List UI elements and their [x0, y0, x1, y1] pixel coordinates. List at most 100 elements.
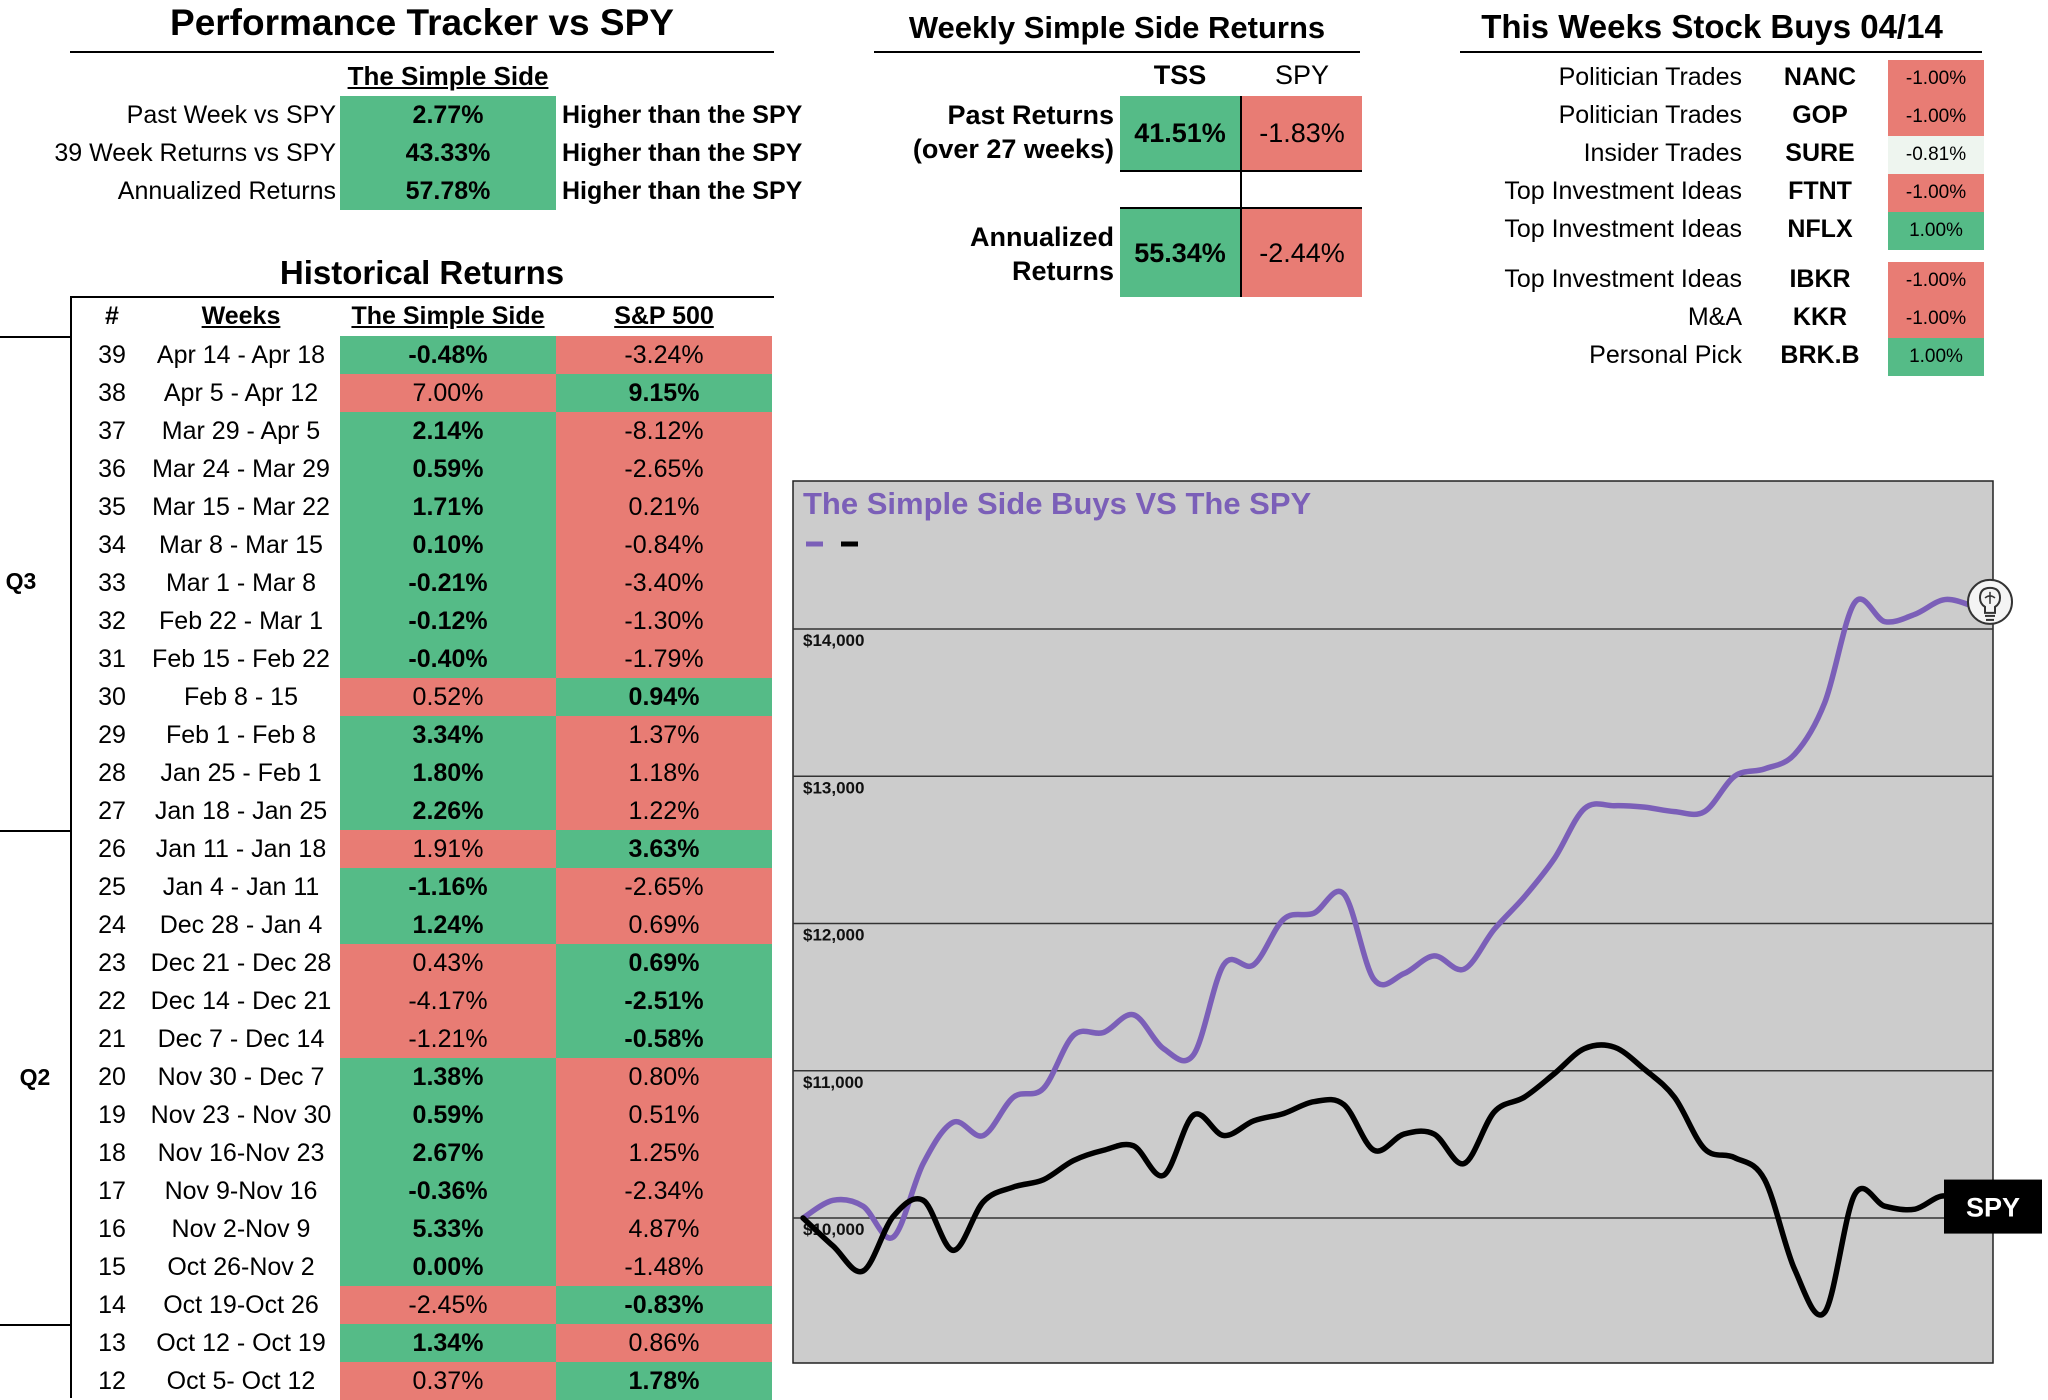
row-weeks: Nov 2-Nov 9 [171, 1214, 311, 1243]
weekly-ann-label: Annualized Returns [874, 220, 1114, 288]
row-tss: 0.52% [340, 678, 556, 716]
row-num: 34 [98, 530, 126, 559]
table-row: 21 Dec 7 - Dec 14 -1.21% -0.58% [0, 1020, 774, 1058]
table-row: 27 Jan 18 - Jan 25 2.26% 1.22% [0, 792, 774, 830]
row-tss: 0.00% [340, 1248, 556, 1286]
table-row: 30 Feb 8 - 15 0.52% 0.94% [0, 678, 774, 716]
y-tick-label: $14,000 [803, 631, 864, 650]
tracker-column-header: The Simple Side [347, 61, 549, 91]
row-num: 32 [98, 606, 126, 635]
plot-area [792, 480, 1994, 1364]
weekly-past-tss: 41.51% [1120, 96, 1240, 170]
table-row: 36 Mar 24 - Mar 29 0.59% -2.65% [0, 450, 774, 488]
row-sp: -2.65% [556, 450, 772, 488]
row-tss: -1.21% [340, 1020, 556, 1058]
row-tss: 5.33% [340, 1210, 556, 1248]
buy-category: Personal Pick [1589, 340, 1742, 369]
table-row: 32 Feb 22 - Mar 1 -0.12% -1.30% [0, 602, 774, 640]
row-sp: 0.69% [556, 944, 772, 982]
row-num: 23 [98, 948, 126, 977]
row-num: 12 [98, 1366, 126, 1395]
row-weeks: Apr 14 - Apr 18 [156, 340, 326, 369]
weekly-past-spy: -1.83% [1242, 96, 1362, 170]
row-num: 28 [98, 758, 126, 787]
buy-change: -0.81% [1888, 136, 1984, 174]
weekly-ann-tss: 55.34% [1120, 209, 1240, 297]
row-weeks: Nov 23 - Nov 30 [150, 1100, 332, 1129]
row-num: 33 [98, 568, 126, 597]
row-weeks: Feb 1 - Feb 8 [165, 720, 317, 749]
row-num: 16 [98, 1214, 126, 1243]
row-tss: 2.26% [340, 792, 556, 830]
row-weeks: Feb 22 - Mar 1 [159, 606, 323, 635]
buy-change: -1.00% [1888, 262, 1984, 300]
row-tss: 1.91% [340, 830, 556, 868]
row-num: 18 [98, 1138, 126, 1167]
buy-category: Politician Trades [1558, 100, 1742, 129]
row-sp: -1.48% [556, 1248, 772, 1286]
row-tss: -0.36% [340, 1172, 556, 1210]
row-sp: 0.94% [556, 678, 772, 716]
row-weeks: Mar 29 - Apr 5 [161, 416, 321, 445]
row-tss: 0.37% [340, 1362, 556, 1400]
chart-title: The Simple Side Buys VS The SPY [803, 486, 1312, 521]
table-row: 33 Mar 1 - Mar 8 -0.21% -3.40% [0, 564, 774, 602]
quarter-divider-q2-top [0, 830, 70, 832]
weekly-past-label-1: Past Returns [947, 100, 1114, 130]
historical-header-tss: The Simple Side [351, 302, 545, 330]
row-tss: -0.40% [340, 640, 556, 678]
row-sp: 0.69% [556, 906, 772, 944]
buys-title-rule [1460, 51, 1982, 53]
spy-end-label: SPY [1966, 1193, 2020, 1223]
row-weeks: Dec 14 - Dec 21 [150, 986, 332, 1015]
row-sp: -0.84% [556, 526, 772, 564]
table-row: 37 Mar 29 - Apr 5 2.14% -8.12% [0, 412, 774, 450]
row-sp: 0.21% [556, 488, 772, 526]
lightbulb-brain-icon [1967, 578, 2013, 625]
row-weeks: Oct 26-Nov 2 [167, 1252, 315, 1281]
row-tss: 0.10% [340, 526, 556, 564]
quarter-label-q2: Q2 [19, 1064, 51, 1090]
row-sp: -2.34% [556, 1172, 772, 1210]
table-row: 34 Mar 8 - Mar 15 0.10% -0.84% [0, 526, 774, 564]
row-tss: 2.67% [340, 1134, 556, 1172]
row-num: 37 [98, 416, 126, 445]
row-sp: 1.78% [556, 1362, 772, 1400]
row-tss: 1.38% [340, 1058, 556, 1096]
table-row: 20 Nov 30 - Dec 7 1.38% 0.80% [0, 1058, 774, 1096]
buy-ticker: IBKR [1789, 264, 1851, 293]
row-num: 13 [98, 1328, 126, 1357]
historical-header-num: # [105, 302, 119, 330]
row-tss: 2.14% [340, 412, 556, 450]
row-sp: -1.79% [556, 640, 772, 678]
row-sp: 1.37% [556, 716, 772, 754]
row-num: 20 [98, 1062, 126, 1091]
table-row: 12 Oct 5- Oct 12 0.37% 1.78% [0, 1362, 774, 1400]
y-tick-label: $12,000 [803, 926, 864, 945]
buy-ticker: GOP [1792, 100, 1848, 129]
row-weeks: Feb 8 - 15 [184, 682, 298, 711]
buys-title: This Weeks Stock Buys 04/14 [1481, 8, 1943, 45]
row-num: 29 [98, 720, 126, 749]
row-weeks: Mar 15 - Mar 22 [152, 492, 330, 521]
row-weeks: Mar 8 - Mar 15 [159, 530, 323, 559]
row-weeks: Apr 5 - Apr 12 [163, 378, 319, 407]
buy-ticker: BRK.B [1780, 340, 1860, 369]
row-sp: 1.25% [556, 1134, 772, 1172]
buy-ticker: FTNT [1788, 176, 1852, 205]
weekly-title-rule [874, 51, 1360, 53]
row-num: 31 [98, 644, 126, 673]
table-row: 16 Nov 2-Nov 9 5.33% 4.87% [0, 1210, 774, 1248]
tracker-title-rule [70, 51, 774, 53]
row-weeks: Oct 12 - Oct 19 [156, 1328, 326, 1357]
quarter-bracket-line [70, 296, 72, 1398]
y-tick-label: $11,000 [803, 1073, 864, 1092]
buy-change: -1.00% [1888, 174, 1984, 212]
tracker-row-value: 57.78% [340, 172, 556, 210]
weekly-col-tss: TSS [1153, 60, 1207, 90]
row-num: 39 [98, 340, 126, 369]
table-row: 22 Dec 14 - Dec 21 -4.17% -2.51% [0, 982, 774, 1020]
row-tss: 0.43% [340, 944, 556, 982]
row-weeks: Mar 24 - Mar 29 [152, 454, 330, 483]
row-tss: 3.34% [340, 716, 556, 754]
